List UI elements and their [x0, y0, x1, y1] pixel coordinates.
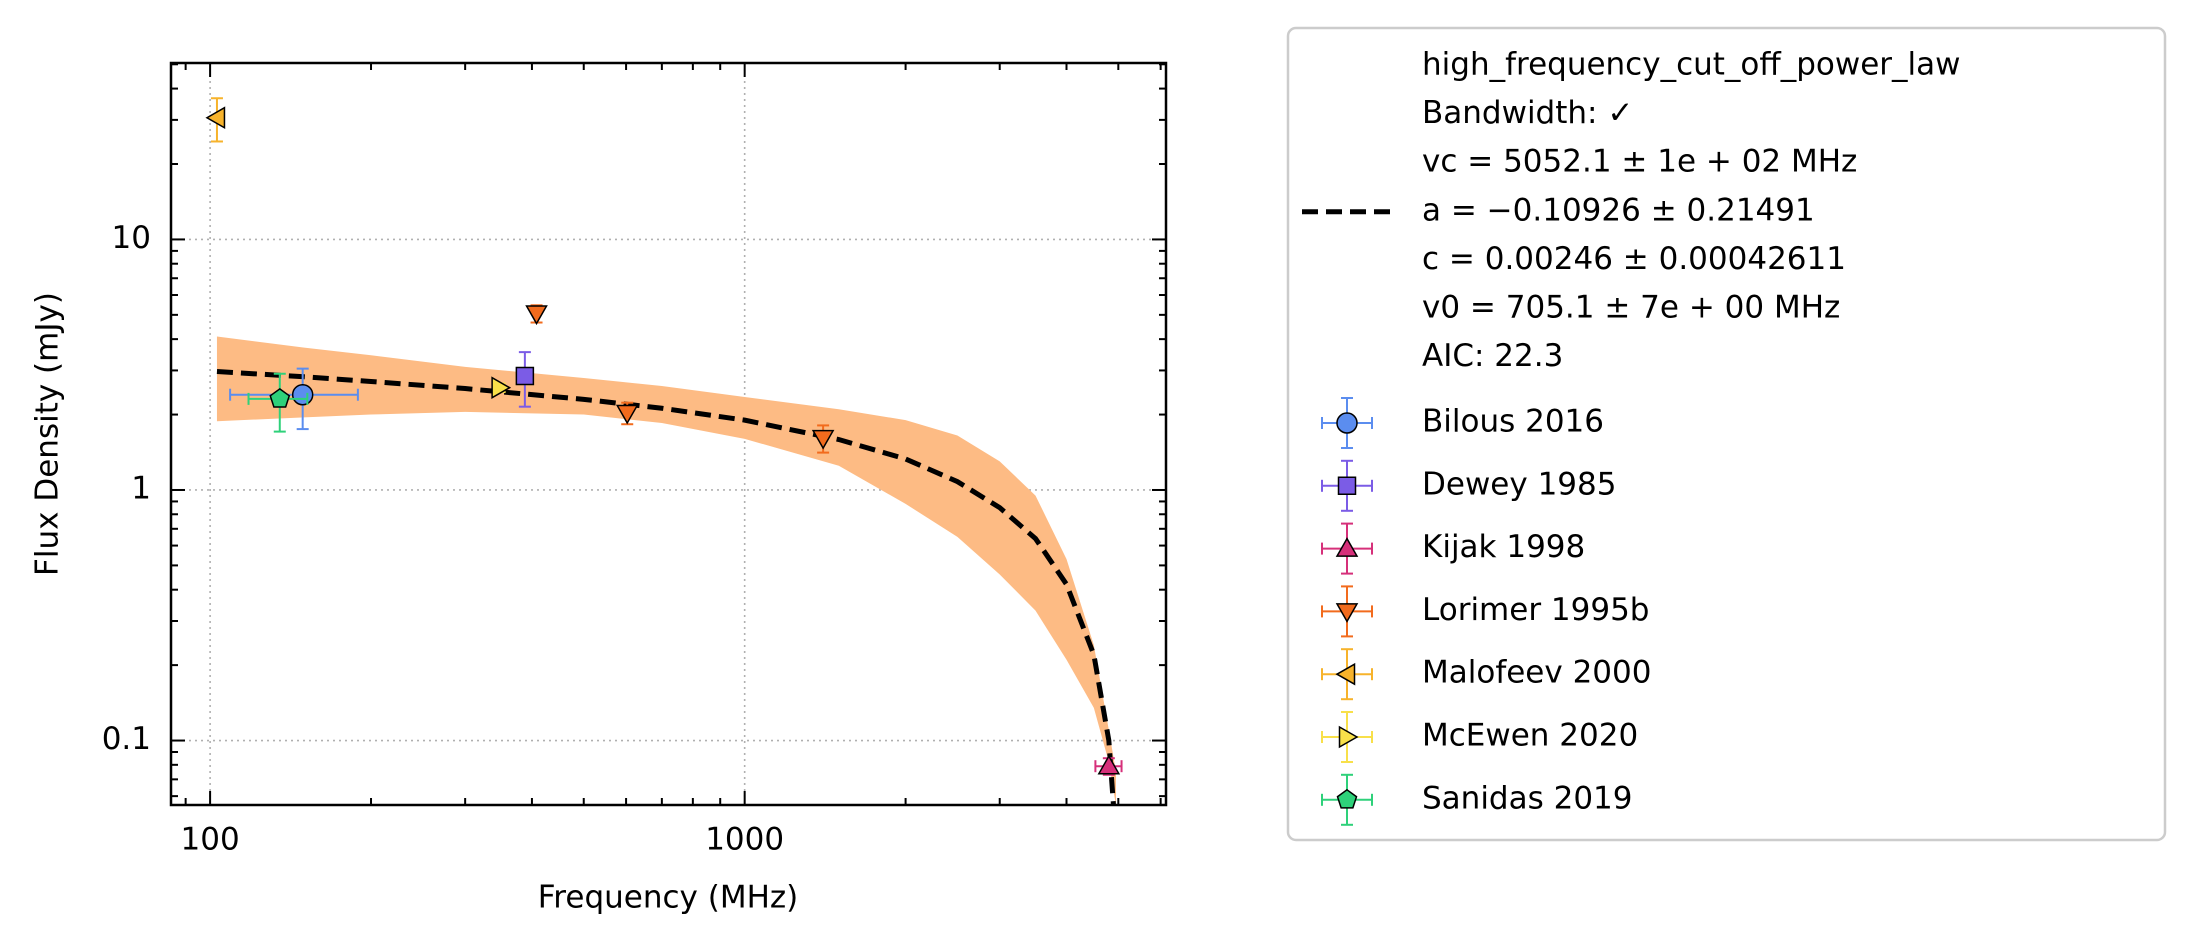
y-tick-label: 0.1: [102, 721, 151, 757]
legend-label: Sanidas 2019: [1422, 780, 1633, 816]
legend-label: c = 0.00246 ± 0.00042611: [1422, 241, 1846, 277]
marker: [291, 383, 314, 406]
marker: [515, 366, 535, 386]
marker: [615, 404, 639, 425]
legend-label: Bandwidth: ✓: [1422, 95, 1633, 131]
y-tick-label: 10: [112, 220, 151, 256]
x-axis-label: Frequency (MHz): [538, 880, 799, 916]
marker: [811, 429, 835, 450]
marker: [1335, 537, 1359, 557]
legend-label: Kijak 1998: [1422, 529, 1585, 565]
marker: [1336, 412, 1358, 434]
legend-label: vc = 5052.1 ± 1e + 02 MHz: [1422, 144, 1857, 180]
fit-line: [216, 369, 1116, 805]
marker: [1336, 788, 1358, 809]
y-axis-label: Flux Density (mJy): [30, 292, 66, 576]
legend-label: Dewey 1985: [1422, 466, 1616, 502]
y-tick-label: 1: [131, 470, 151, 506]
marker: [1097, 754, 1121, 775]
marker: [491, 376, 512, 399]
marker: [269, 387, 291, 408]
marker: [205, 106, 226, 130]
legend-label: Malofeev 2000: [1422, 655, 1651, 691]
legend-label: Lorimer 1995b: [1422, 592, 1650, 628]
legend-label: Bilous 2016: [1422, 404, 1604, 440]
plot-area: [205, 97, 1123, 805]
marker: [1338, 725, 1359, 749]
axes-frame: [169, 61, 1168, 807]
legend-label: high_frequency_cut_off_power_law: [1422, 47, 1961, 83]
legend-label: v0 = 705.1 ± 7e + 00 MHz: [1422, 290, 1840, 326]
x-tick-label: 1000: [705, 822, 784, 858]
legend-box: [1286, 26, 2167, 842]
fit-band: [216, 336, 1116, 805]
legend-label: McEwen 2020: [1422, 718, 1638, 754]
legend-label: AIC: 22.3: [1422, 338, 1563, 374]
marker: [525, 305, 548, 326]
marker: [1335, 603, 1359, 623]
marker: [1337, 476, 1357, 496]
legend-label: a = −0.10926 ± 0.21491: [1422, 192, 1815, 228]
marker: [1335, 662, 1356, 686]
x-tick-label: 100: [181, 822, 240, 858]
